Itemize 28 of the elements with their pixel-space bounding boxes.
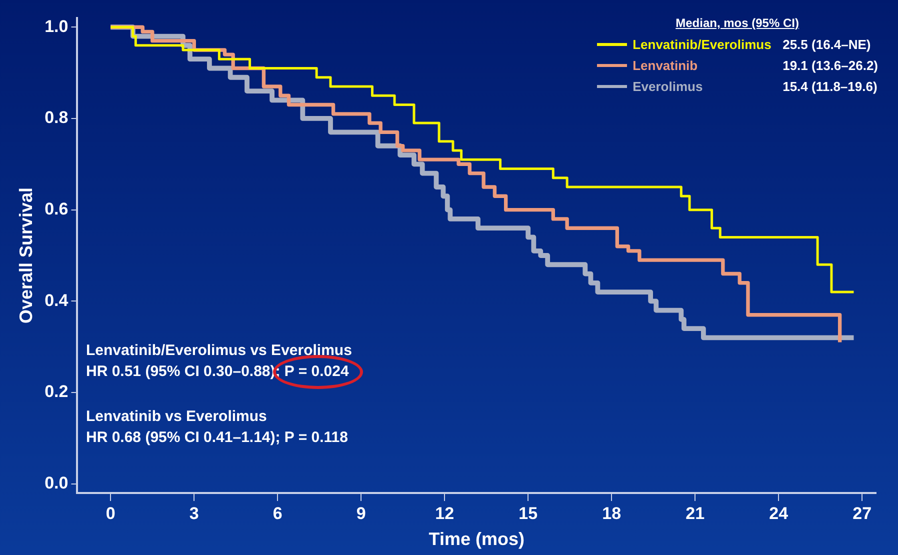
x-axis-title: Time (mos): [428, 529, 524, 550]
legend-label: Lenvatinib/Everolimus: [632, 37, 772, 52]
y-tick-label: 0.8: [44, 108, 68, 128]
annotation: HR 0.68 (95% CI 0.41–1.14); P = 0.118: [86, 428, 349, 448]
x-tick-label: 18: [602, 504, 622, 523]
x-tick-label: 3: [189, 504, 199, 523]
y-axis-title: Overall Survival: [16, 187, 36, 324]
x-tick-label: 24: [769, 504, 789, 523]
annotation: 25.5 (16.4–NE): [782, 37, 871, 52]
y-tick-label: 0.0: [44, 474, 68, 493]
y-tick-label: 1.0: [44, 16, 68, 36]
legend-title: Median, mos (95% CI): [674, 16, 800, 30]
annotation: 15.4 (11.8–19.6): [782, 79, 878, 94]
annotation: 19.1 (13.6–26.2): [782, 58, 878, 73]
x-tick-label: 6: [272, 504, 282, 523]
x-tick-label: 0: [106, 504, 116, 523]
x-tick-label: 15: [518, 504, 538, 523]
x-tick-label: 21: [686, 504, 705, 523]
annotation: Lenvatinib/Everolimus vs Everolimus: [86, 341, 352, 361]
x-tick-label: 12: [435, 504, 454, 523]
y-tick-label: 0.4: [44, 290, 69, 310]
legend-label: Lenvatinib: [632, 58, 699, 73]
annotation: Lenvatinib vs Everolimus: [86, 407, 268, 427]
y-tick-label: 0.2: [44, 382, 68, 402]
y-tick-label: 0.6: [44, 200, 68, 219]
x-tick-label: 27: [852, 504, 872, 523]
legend-label: Everolimus: [632, 79, 704, 94]
x-tick-label: 9: [356, 504, 366, 523]
